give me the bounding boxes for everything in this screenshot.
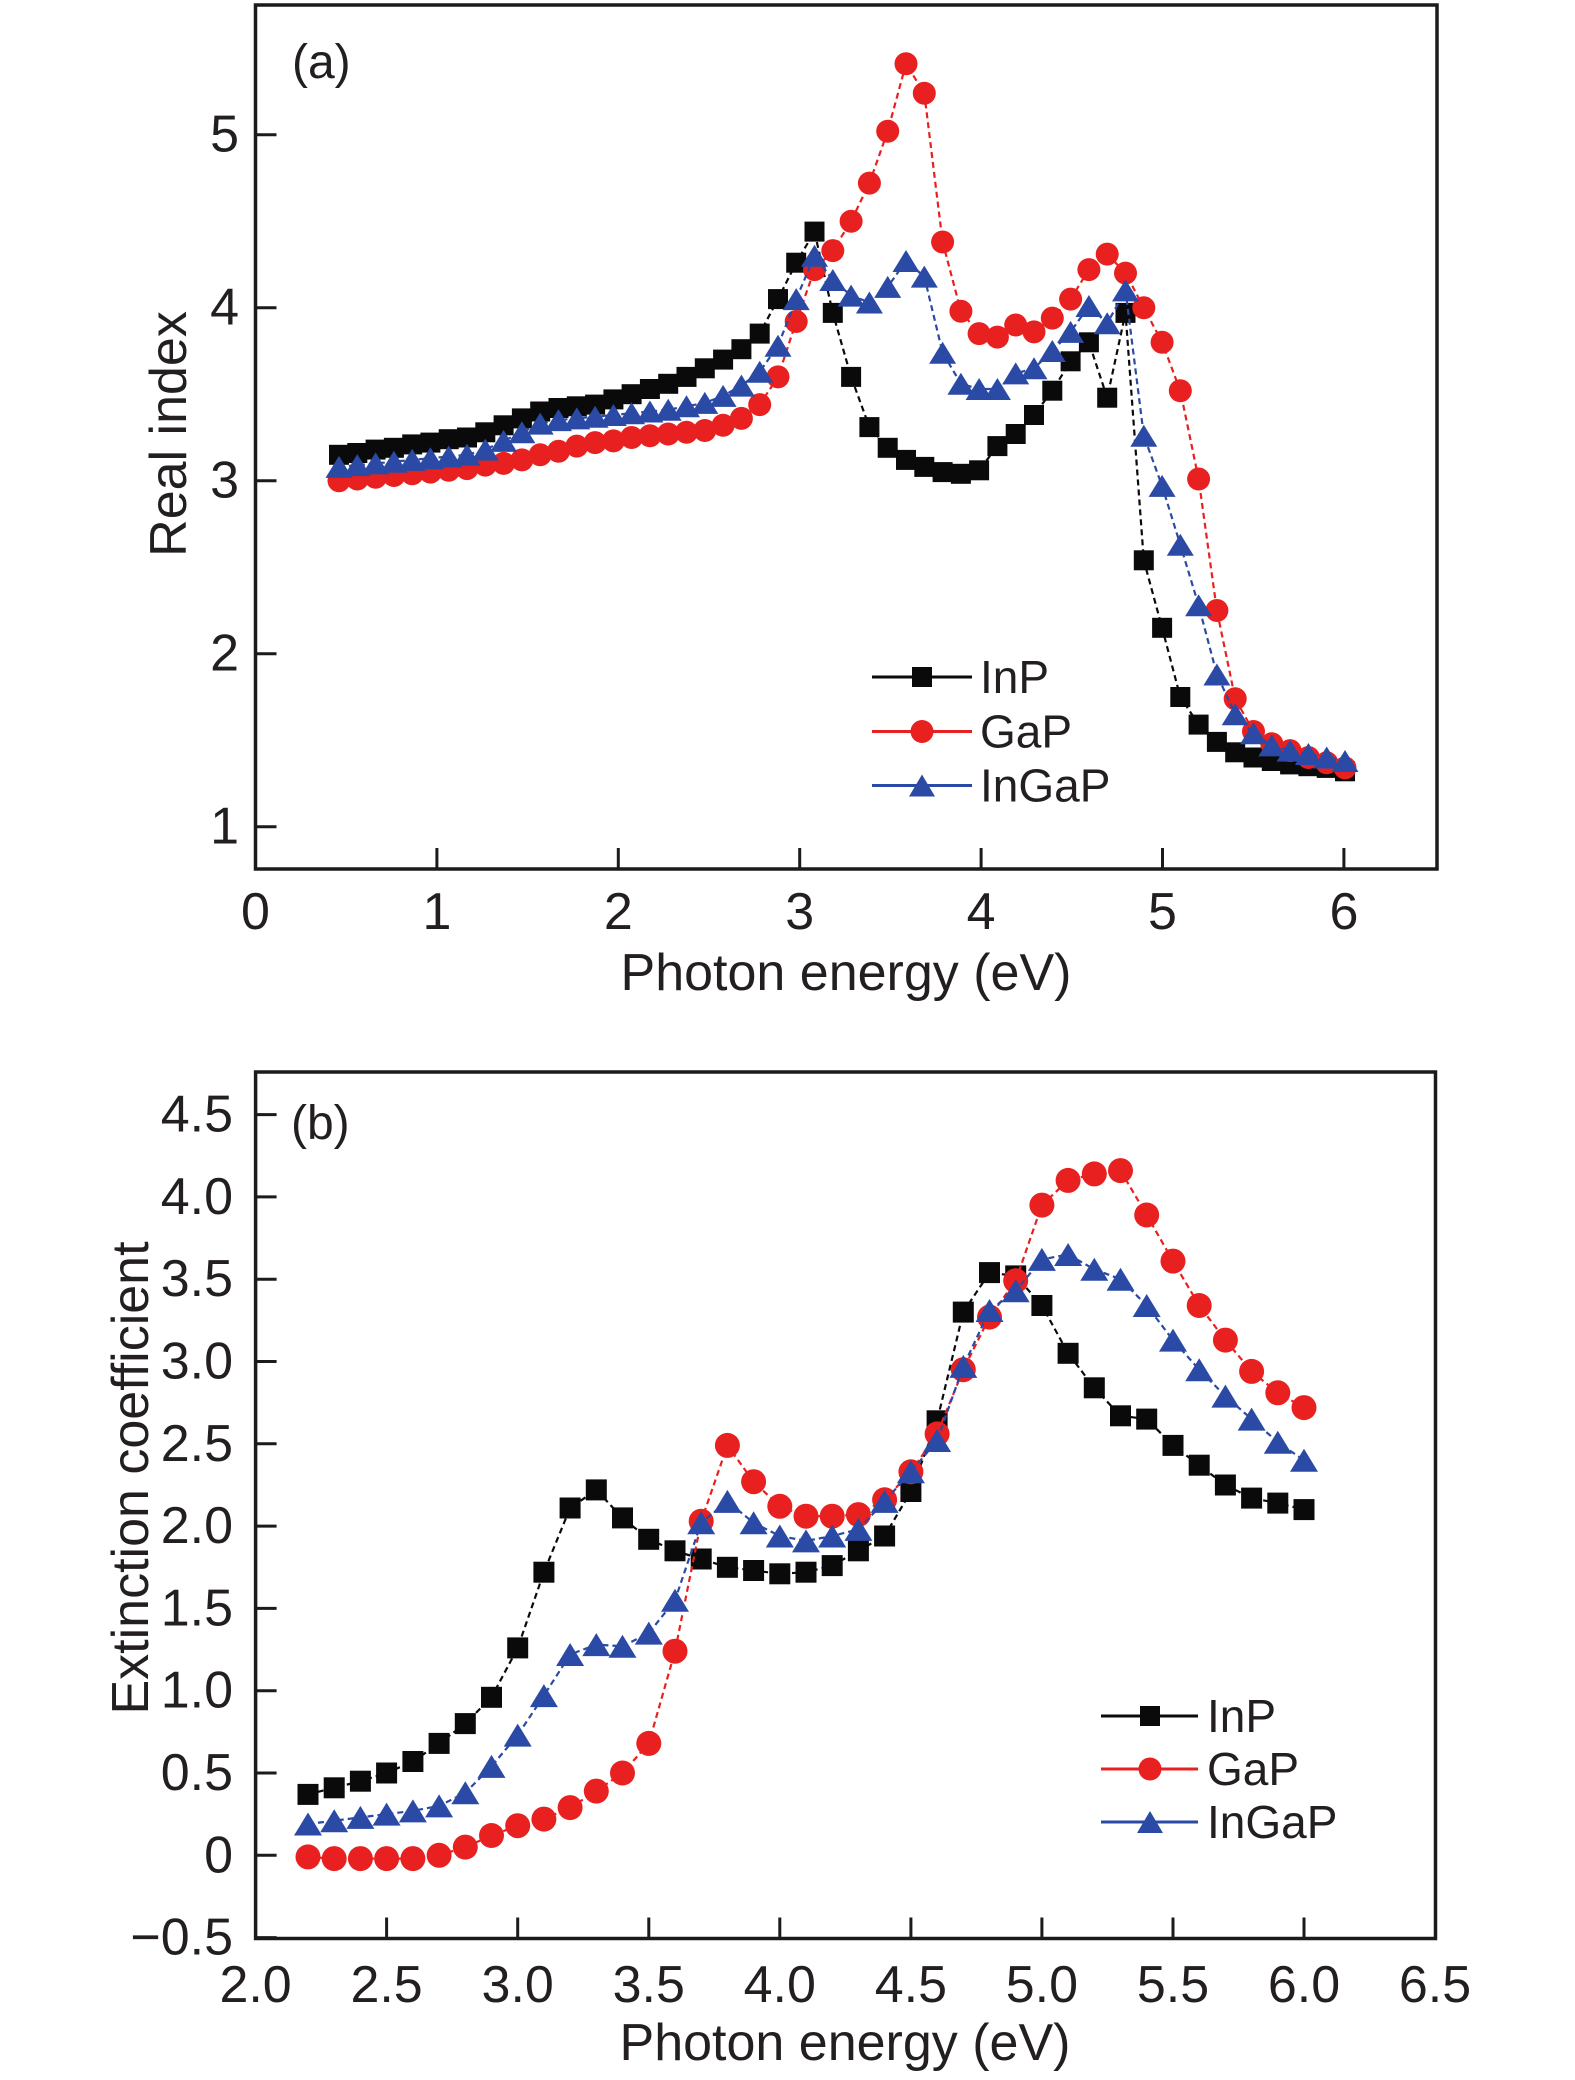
svg-text:3.5: 3.5 — [161, 1250, 233, 1308]
svg-text:2: 2 — [604, 883, 633, 941]
svg-text:4.5: 4.5 — [161, 1086, 233, 1144]
svg-text:−0.5: −0.5 — [130, 1909, 233, 1967]
svg-text:Photon energy (eV): Photon energy (eV) — [620, 2014, 1071, 2072]
svg-text:0: 0 — [204, 1826, 233, 1884]
svg-text:3: 3 — [785, 883, 814, 941]
svg-text:InGaP: InGaP — [980, 760, 1110, 812]
svg-text:3: 3 — [210, 452, 239, 510]
svg-text:3.0: 3.0 — [482, 1956, 554, 2014]
svg-text:GaP: GaP — [1207, 1743, 1299, 1795]
svg-text:4.0: 4.0 — [161, 1168, 233, 1226]
svg-text:0: 0 — [241, 883, 270, 941]
svg-text:6.5: 6.5 — [1399, 1956, 1471, 2014]
svg-text:4.0: 4.0 — [744, 1956, 816, 2014]
svg-text:5.5: 5.5 — [1137, 1956, 1209, 2014]
svg-text:(b): (b) — [291, 1097, 350, 1150]
svg-text:InGaP: InGaP — [1207, 1796, 1337, 1848]
svg-text:InP: InP — [980, 651, 1049, 703]
svg-text:0.5: 0.5 — [161, 1744, 233, 1802]
svg-text:1: 1 — [422, 883, 451, 941]
svg-text:4.5: 4.5 — [875, 1956, 947, 2014]
svg-text:InP: InP — [1207, 1690, 1276, 1742]
svg-text:5: 5 — [1148, 883, 1177, 941]
svg-text:6: 6 — [1329, 883, 1358, 941]
svg-text:4: 4 — [210, 279, 239, 337]
svg-text:6.0: 6.0 — [1268, 1956, 1340, 2014]
svg-text:4: 4 — [967, 883, 996, 941]
svg-text:5.0: 5.0 — [1006, 1956, 1078, 2014]
svg-text:Photon energy (eV): Photon energy (eV) — [621, 944, 1072, 1002]
svg-text:1: 1 — [210, 798, 239, 856]
svg-text:1.0: 1.0 — [161, 1662, 233, 1720]
svg-text:5: 5 — [210, 106, 239, 164]
svg-text:2.0: 2.0 — [219, 1956, 291, 2014]
svg-text:Extinction coefficient: Extinction coefficient — [102, 1241, 160, 1715]
svg-text:2.5: 2.5 — [161, 1415, 233, 1473]
svg-text:1.5: 1.5 — [161, 1579, 233, 1637]
svg-text:(a): (a) — [292, 36, 351, 89]
svg-text:Real index: Real index — [140, 311, 198, 557]
svg-text:2.5: 2.5 — [350, 1956, 422, 2014]
svg-text:GaP: GaP — [980, 706, 1072, 758]
svg-text:2: 2 — [210, 625, 239, 683]
svg-text:3.5: 3.5 — [613, 1956, 685, 2014]
svg-text:2.0: 2.0 — [161, 1497, 233, 1555]
svg-text:3.0: 3.0 — [161, 1333, 233, 1391]
